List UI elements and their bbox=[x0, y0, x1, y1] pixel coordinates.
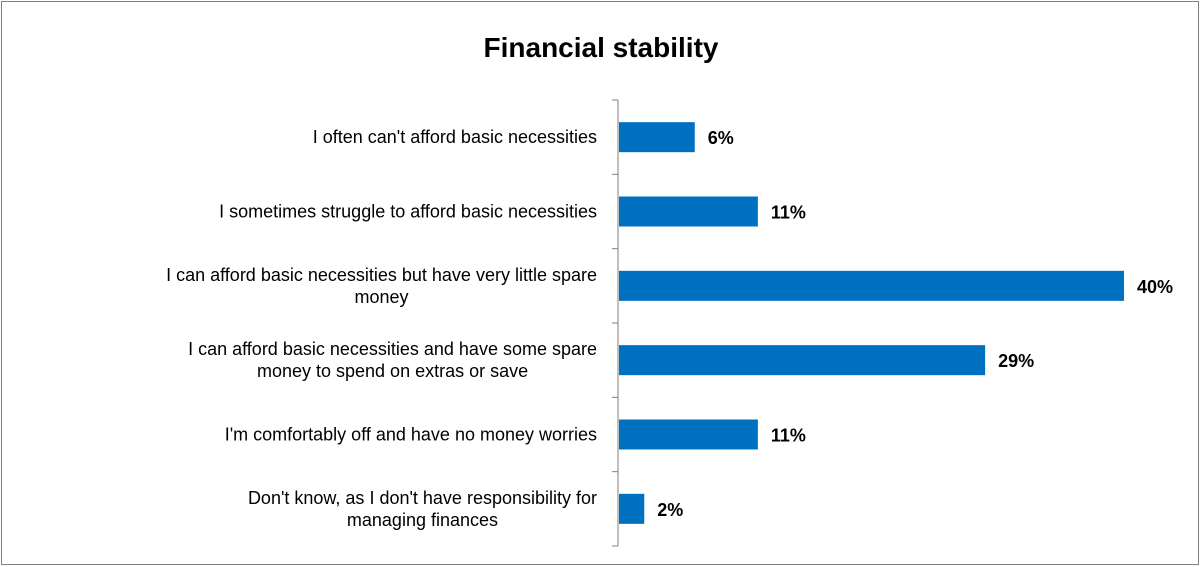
bar bbox=[619, 122, 695, 153]
category-label-line: I can afford basic necessities and have … bbox=[188, 339, 597, 359]
bar bbox=[619, 345, 986, 376]
bar bbox=[619, 196, 758, 227]
category-label-line: I sometimes struggle to afford basic nec… bbox=[219, 202, 597, 222]
category-label-line: managing finances bbox=[347, 510, 498, 530]
bar bbox=[619, 419, 758, 450]
category-label: I'm comfortably off and have no money wo… bbox=[225, 425, 597, 445]
category-label: I can afford basic necessities but have … bbox=[166, 265, 597, 307]
bar bbox=[619, 270, 1124, 301]
data-label: 6% bbox=[708, 128, 734, 148]
category-label: I often can't afford basic necessities bbox=[313, 127, 597, 147]
category-label-line: money bbox=[355, 287, 409, 307]
category-label-line: I often can't afford basic necessities bbox=[313, 127, 597, 147]
data-label: 29% bbox=[998, 351, 1034, 371]
data-label: 11% bbox=[771, 426, 806, 446]
category-label-line: Don't know, as I don't have responsibili… bbox=[248, 488, 597, 508]
category-label-line: I can afford basic necessities but have … bbox=[166, 265, 597, 285]
category-label: Don't know, as I don't have responsibili… bbox=[248, 488, 597, 530]
bar bbox=[619, 493, 645, 524]
chart-title: Financial stability bbox=[483, 32, 719, 63]
category-label-line: I'm comfortably off and have no money wo… bbox=[225, 425, 597, 445]
data-label: 2% bbox=[657, 500, 683, 520]
category-label: I sometimes struggle to afford basic nec… bbox=[219, 202, 597, 222]
data-label: 11% bbox=[771, 203, 806, 223]
category-label: I can afford basic necessities and have … bbox=[188, 339, 597, 381]
data-label: 40% bbox=[1137, 277, 1173, 297]
category-label-line: money to spend on extras or save bbox=[257, 361, 528, 381]
